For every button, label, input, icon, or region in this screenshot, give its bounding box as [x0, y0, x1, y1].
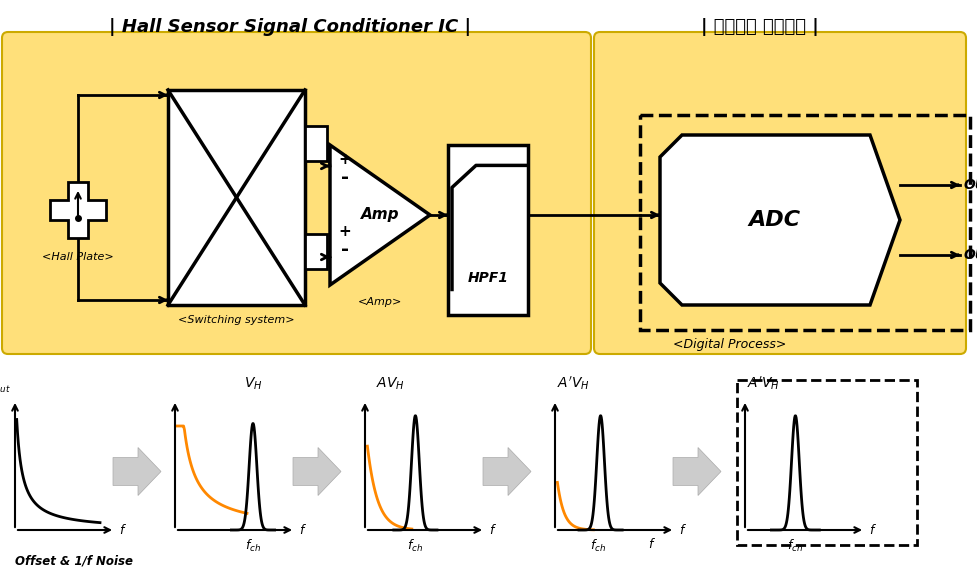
Text: $V_{out}$: $V_{out}$ — [0, 380, 11, 395]
Polygon shape — [329, 145, 430, 285]
Text: <Hall Plate>: <Hall Plate> — [42, 252, 113, 262]
Polygon shape — [113, 448, 161, 495]
Text: | Hall Sensor Signal Conditioner IC |: | Hall Sensor Signal Conditioner IC | — [108, 18, 471, 36]
Text: +: + — [338, 224, 351, 239]
Text: $V_H$: $V_H$ — [243, 376, 262, 392]
Polygon shape — [659, 135, 899, 305]
Text: -: - — [341, 168, 349, 187]
Bar — [168, 90, 305, 305]
Bar — [639, 115, 969, 330]
Text: -: - — [341, 240, 349, 259]
Text: <Switching system>: <Switching system> — [178, 315, 294, 325]
Text: Offset & 1/f Noise: Offset & 1/f Noise — [15, 555, 133, 568]
Text: OUT+: OUT+ — [962, 178, 977, 192]
Text: $f_{ch}$: $f_{ch}$ — [589, 538, 605, 554]
Text: f: f — [119, 524, 123, 536]
Text: f: f — [299, 524, 303, 536]
Bar — [305, 234, 326, 269]
Polygon shape — [293, 448, 341, 495]
FancyBboxPatch shape — [593, 32, 965, 354]
Text: f: f — [488, 524, 492, 536]
Bar — [737, 380, 916, 545]
Polygon shape — [50, 182, 106, 238]
Text: <Amp>: <Amp> — [358, 297, 402, 307]
Bar — [447, 145, 528, 315]
Polygon shape — [483, 448, 531, 495]
Text: +: + — [338, 152, 351, 167]
Text: <Digital Process>: <Digital Process> — [672, 338, 786, 351]
Text: ADC: ADC — [748, 210, 800, 230]
Text: $A'V_H$: $A'V_H$ — [745, 375, 779, 392]
Text: $f_{ch}$: $f_{ch}$ — [786, 538, 803, 554]
Text: $f_{ch}$: $f_{ch}$ — [244, 538, 261, 554]
Text: HPF1: HPF1 — [467, 271, 508, 285]
Text: f: f — [648, 538, 653, 551]
Text: | 센싱정보 처리장치 |: | 센싱정보 처리장치 | — [701, 18, 818, 36]
FancyBboxPatch shape — [2, 32, 590, 354]
Text: $f_{ch}$: $f_{ch}$ — [406, 538, 423, 554]
Text: $A'V_H$: $A'V_H$ — [556, 375, 589, 392]
Text: f: f — [678, 524, 683, 536]
Text: OUT-: OUT- — [962, 248, 977, 262]
Bar — [305, 126, 326, 161]
Text: Amp: Amp — [361, 208, 399, 223]
Text: $AV_H$: $AV_H$ — [375, 376, 404, 392]
Text: f: f — [869, 524, 872, 536]
Polygon shape — [672, 448, 720, 495]
